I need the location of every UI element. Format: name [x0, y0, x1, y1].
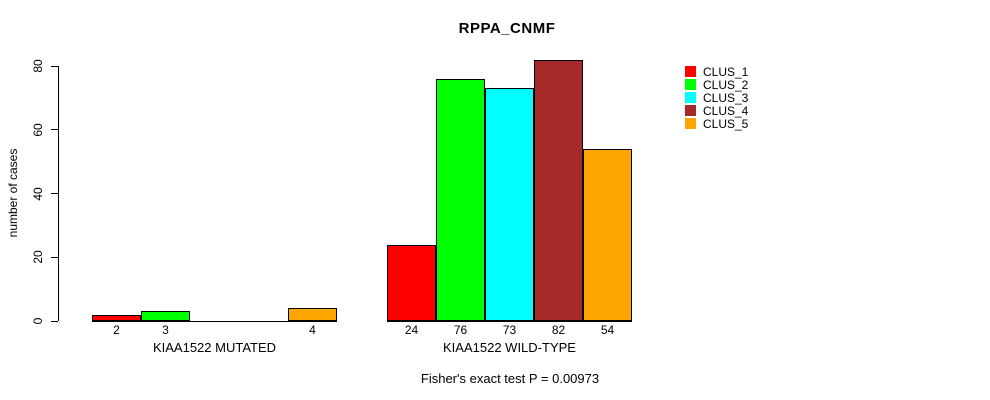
bar-clus_3 [485, 88, 534, 321]
legend-item-label: CLUS_3 [703, 90, 749, 105]
bar-value-label: 4 [309, 323, 316, 337]
bar-clus_1 [92, 314, 141, 321]
bar-value-label: 24 [404, 323, 419, 337]
y-axis-tick [51, 256, 58, 258]
y-axis-tick [51, 65, 58, 67]
y-axis-tick-label: 0 [31, 317, 45, 325]
y-axis-tick-label: 20 [31, 250, 45, 264]
legend-item: CLUS_4 [685, 103, 749, 118]
bar-clus_5 [583, 148, 632, 321]
bar-value-label: 73 [502, 323, 517, 337]
y-axis-tick-label: 60 [31, 123, 45, 137]
chart-title: RPPA_CNMF [458, 20, 556, 37]
legend-item: CLUS_5 [685, 116, 749, 131]
fisher-test-annotation: Fisher's exact test P = 0.00973 [420, 371, 600, 386]
y-axis-tick-label: 80 [31, 59, 45, 73]
bar-clus_2 [436, 78, 485, 321]
clus_4-swatch [685, 105, 696, 116]
x-axis-group-label: KIAA1522 WILD-TYPE [443, 340, 576, 355]
x-axis-group-label: KIAA1522 MUTATED [152, 340, 277, 355]
clus_1-swatch [685, 66, 696, 77]
bar-value-label: 2 [113, 323, 120, 337]
clus_2-swatch [685, 79, 696, 90]
bar-value-label: 76 [453, 323, 468, 337]
legend-item-label: CLUS_5 [703, 116, 749, 131]
y-axis-tick [51, 320, 58, 322]
legend-item: CLUS_3 [685, 90, 749, 105]
x-axis-baseline [387, 320, 632, 322]
bar-clus_4 [534, 59, 583, 321]
y-axis-tick [51, 129, 58, 131]
clus_5-swatch [685, 118, 696, 129]
bar-clus_2 [141, 311, 190, 321]
bar-clus_5 [288, 308, 337, 321]
legend-item-label: CLUS_2 [703, 77, 749, 92]
legend-item: CLUS_2 [685, 77, 749, 92]
y-axis-tick [51, 193, 58, 194]
legend-item-label: CLUS_4 [703, 103, 749, 118]
bar-clus_1 [387, 244, 436, 321]
bar-value-label: 82 [551, 323, 566, 337]
y-axis-line [58, 66, 59, 321]
legend-item-label: CLUS_1 [703, 64, 749, 79]
legend: CLUS_1 CLUS_2 CLUS_3 CLUS_4 CLUS_5 [685, 66, 748, 131]
x-axis-baseline [92, 320, 337, 322]
legend-item: CLUS_1 [685, 64, 749, 79]
bar-value-label: 54 [600, 323, 615, 337]
clus_3-swatch [685, 92, 696, 103]
y-axis-tick-label: 40 [31, 186, 45, 201]
bar-value-label: 3 [162, 323, 169, 337]
